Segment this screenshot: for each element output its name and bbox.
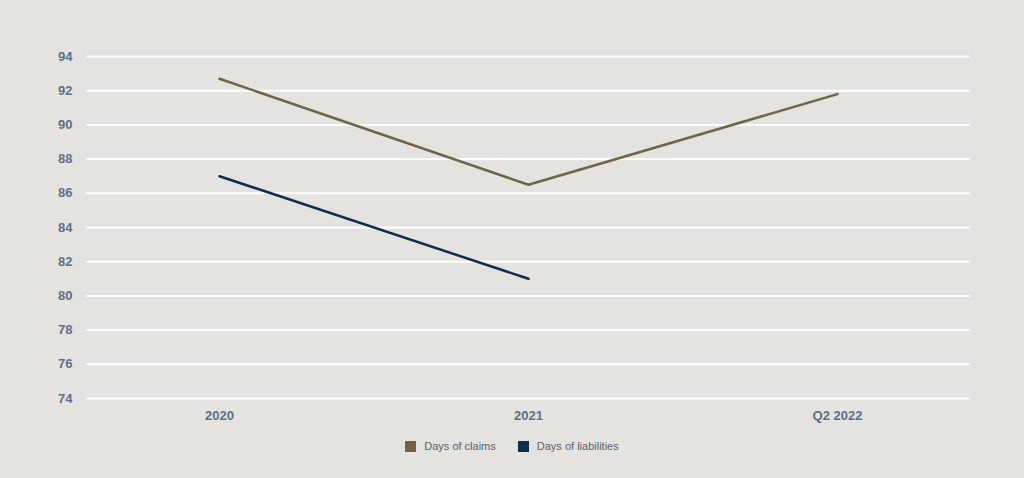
svg-text:76: 76 [58,356,72,371]
html-text:Days of liabilities: Days of liabilities [536,440,619,452]
svg-text:84: 84 [58,220,73,235]
svg-text:80: 80 [58,288,72,303]
svg-text:Q2 2022: Q2 2022 [813,408,863,423]
svg-text:86: 86 [58,185,72,200]
svg-text:88: 88 [58,151,72,166]
svg-text:90: 90 [58,117,72,132]
svg-text:82: 82 [58,254,72,269]
svg-text:78: 78 [58,322,72,337]
svg-text:74: 74 [58,391,73,406]
svg-text:92: 92 [58,83,72,98]
svg-text:2021: 2021 [514,408,543,423]
svg-text:94: 94 [58,49,73,64]
svg-text:2020: 2020 [205,408,234,423]
html-text:Days of claims: Days of claims [424,440,496,452]
